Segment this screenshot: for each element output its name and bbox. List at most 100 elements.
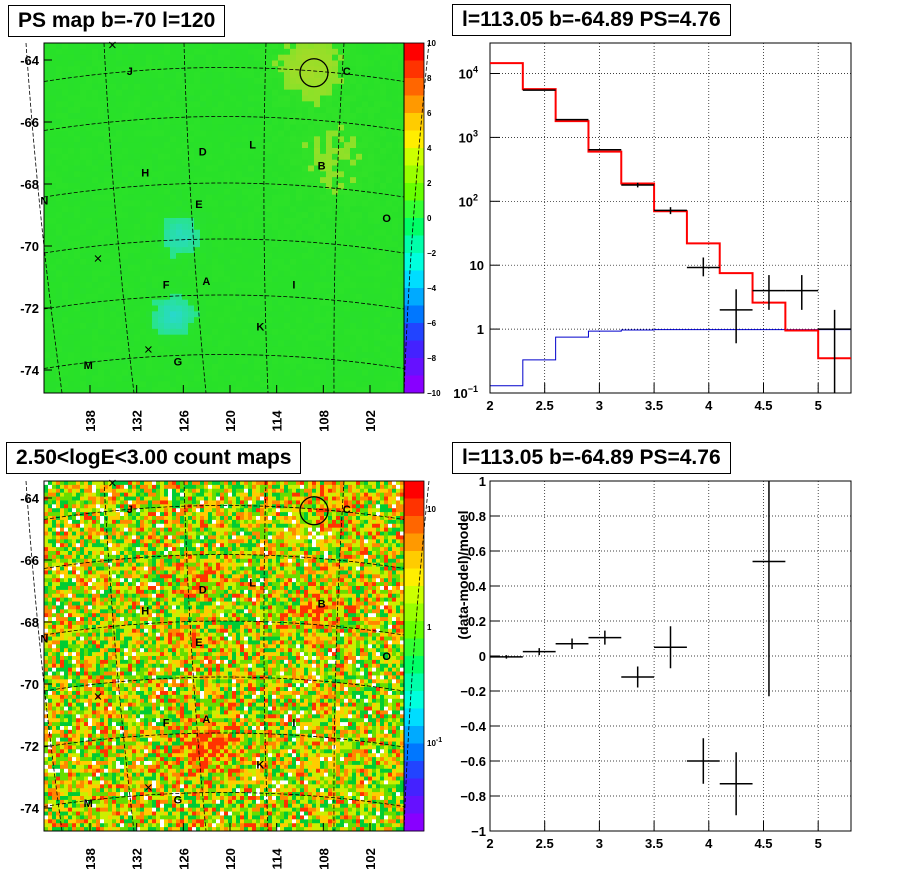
map-pixel bbox=[134, 54, 141, 61]
map-pixel bbox=[134, 235, 141, 242]
map-pixel bbox=[68, 796, 73, 801]
map-pixel bbox=[200, 78, 207, 85]
map-pixel bbox=[122, 317, 129, 324]
map-pixel bbox=[344, 381, 351, 388]
map-pixel bbox=[52, 679, 57, 684]
map-pixel bbox=[98, 142, 105, 149]
map-pixel bbox=[116, 165, 123, 172]
map-pixel bbox=[338, 293, 345, 301]
map-pixel bbox=[392, 118, 399, 126]
map-pixel bbox=[314, 317, 321, 324]
map-pixel bbox=[158, 206, 165, 213]
map-pixel bbox=[72, 492, 77, 497]
map-pixel bbox=[338, 323, 345, 330]
map-pixel bbox=[350, 229, 357, 236]
map-pixel bbox=[224, 328, 231, 336]
map-pixel bbox=[284, 188, 291, 196]
map-pixel bbox=[242, 130, 249, 137]
map-pixel bbox=[52, 512, 57, 517]
map-pixel bbox=[170, 136, 177, 143]
map-pixel bbox=[332, 375, 339, 382]
map-pixel bbox=[62, 218, 69, 225]
map-pixel bbox=[392, 305, 399, 312]
map-pixel bbox=[266, 218, 273, 225]
map-pixel bbox=[152, 352, 159, 359]
map-pixel bbox=[64, 539, 69, 544]
map-pixel bbox=[248, 334, 255, 341]
map-pixel bbox=[338, 148, 345, 155]
map-pixel bbox=[64, 656, 69, 661]
map-pixel bbox=[350, 241, 357, 248]
map-pixel bbox=[386, 363, 393, 371]
map-pixel bbox=[74, 352, 81, 359]
map-pixel bbox=[88, 613, 93, 618]
map-pixel bbox=[92, 663, 97, 669]
map-pixel bbox=[242, 165, 249, 172]
map-pixel bbox=[164, 148, 171, 155]
map-pixel bbox=[86, 288, 93, 295]
map-pixel bbox=[320, 241, 327, 248]
map-pixel bbox=[72, 636, 77, 641]
map-pixel bbox=[224, 83, 231, 91]
map-pixel bbox=[122, 48, 129, 56]
map-pixel bbox=[188, 171, 195, 178]
map-pixel bbox=[176, 107, 183, 114]
map-pixel bbox=[248, 212, 255, 219]
map-pixel bbox=[212, 136, 219, 143]
map-pixel bbox=[134, 247, 141, 254]
map-pixel bbox=[356, 247, 363, 254]
map-pixel bbox=[116, 276, 123, 283]
map-pixel bbox=[96, 710, 101, 715]
map-pixel bbox=[80, 124, 87, 131]
map-pixel bbox=[98, 194, 105, 201]
map-pixel bbox=[140, 328, 147, 336]
map-pixel bbox=[104, 293, 111, 301]
map-pixel bbox=[134, 83, 141, 91]
map-pixel bbox=[122, 83, 129, 91]
map-pixel bbox=[62, 340, 69, 347]
map-pixel bbox=[350, 218, 357, 225]
map-pixel bbox=[86, 200, 93, 207]
map-pixel bbox=[362, 212, 369, 219]
map-pixel bbox=[104, 317, 111, 324]
map-pixel bbox=[284, 101, 291, 108]
map-pixel bbox=[290, 124, 297, 131]
map-pixel bbox=[146, 346, 153, 353]
map-pixel bbox=[236, 60, 243, 67]
map-pixel bbox=[350, 177, 357, 184]
map-pixel bbox=[296, 247, 303, 254]
map-pixel bbox=[248, 363, 255, 371]
map-pixel bbox=[212, 363, 219, 371]
map-pixel bbox=[92, 784, 97, 789]
map-pixel bbox=[374, 72, 381, 79]
map-pixel bbox=[44, 358, 51, 365]
map-pixel bbox=[152, 299, 159, 306]
map-pixel bbox=[152, 72, 159, 79]
map-pixel bbox=[74, 48, 81, 56]
longitude-line bbox=[183, 42, 207, 394]
map-pixel bbox=[374, 183, 381, 190]
map-pixel bbox=[98, 235, 105, 242]
map-pixel bbox=[176, 340, 183, 347]
map-pixel bbox=[164, 194, 171, 201]
map-pixel bbox=[380, 188, 387, 196]
map-pixel bbox=[356, 183, 363, 190]
map-pixel bbox=[92, 194, 99, 201]
map-pixel bbox=[368, 218, 375, 225]
map-pixel bbox=[338, 334, 345, 341]
map-pixel bbox=[92, 609, 97, 614]
map-pixel bbox=[362, 358, 369, 365]
map-pixel bbox=[248, 218, 255, 225]
map-pixel bbox=[50, 241, 57, 248]
map-pixel bbox=[76, 722, 81, 727]
map-pixel bbox=[314, 340, 321, 347]
map-pixel bbox=[60, 554, 65, 560]
map-pixel bbox=[176, 54, 183, 61]
map-pixel bbox=[368, 188, 375, 196]
map-pixel bbox=[380, 369, 387, 376]
map-pixel bbox=[74, 293, 81, 301]
map-pixel bbox=[128, 264, 135, 271]
map-pixel bbox=[96, 698, 101, 704]
map-pixel bbox=[48, 663, 53, 669]
map-pixel bbox=[96, 799, 101, 805]
